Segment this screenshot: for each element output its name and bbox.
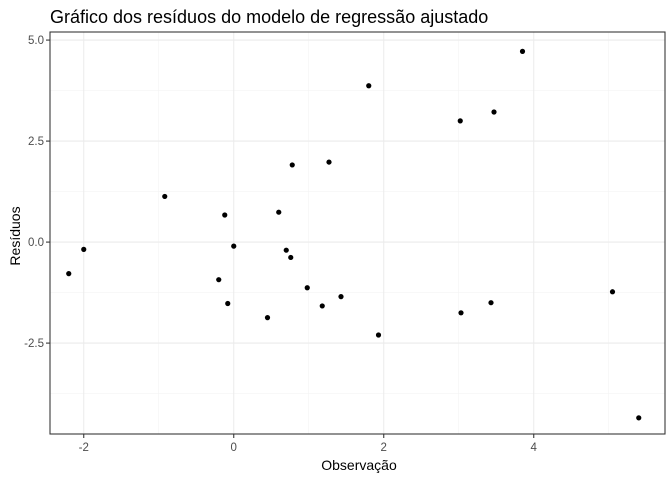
data-point	[319, 303, 325, 309]
data-point	[216, 277, 222, 283]
data-point	[458, 310, 464, 316]
data-point	[222, 212, 228, 218]
data-point	[81, 246, 87, 252]
x-axis: -2 0 2 4	[79, 434, 538, 454]
chart-title: Gráfico dos resíduos do modelo de regres…	[50, 7, 488, 27]
data-points	[66, 48, 642, 421]
x-tick-label: 0	[231, 442, 237, 454]
y-tick-label: 0.0	[28, 237, 44, 249]
data-point	[338, 294, 344, 300]
grid-lines	[50, 32, 665, 434]
data-point	[375, 332, 382, 338]
data-point	[225, 300, 231, 307]
data-point	[276, 209, 282, 215]
y-axis-label: Resíduos	[7, 206, 23, 265]
x-tick-label: -2	[79, 442, 89, 454]
data-point	[304, 285, 310, 291]
data-point	[264, 315, 271, 321]
data-point	[491, 109, 497, 115]
data-point	[609, 289, 616, 295]
data-point	[66, 271, 72, 277]
data-point	[457, 118, 463, 124]
y-tick-label: 2.5	[28, 136, 44, 148]
data-point	[162, 193, 168, 200]
y-axis: -2.5 0.0 2.5 5.0	[24, 35, 50, 350]
data-point	[231, 243, 237, 249]
x-tick-label: 2	[381, 442, 387, 454]
y-tick-label: -2.5	[24, 338, 44, 350]
data-point	[519, 48, 526, 54]
x-axis-label: Observação	[321, 457, 397, 473]
data-point	[289, 162, 295, 168]
data-point	[636, 415, 642, 421]
plot-panel-border	[49, 31, 666, 435]
data-point	[326, 159, 332, 165]
data-point	[366, 83, 372, 89]
data-point	[288, 254, 294, 261]
x-tick-label: 4	[531, 442, 538, 454]
data-point	[488, 300, 494, 306]
y-tick-label: 5.0	[28, 35, 44, 47]
data-point	[283, 247, 289, 253]
